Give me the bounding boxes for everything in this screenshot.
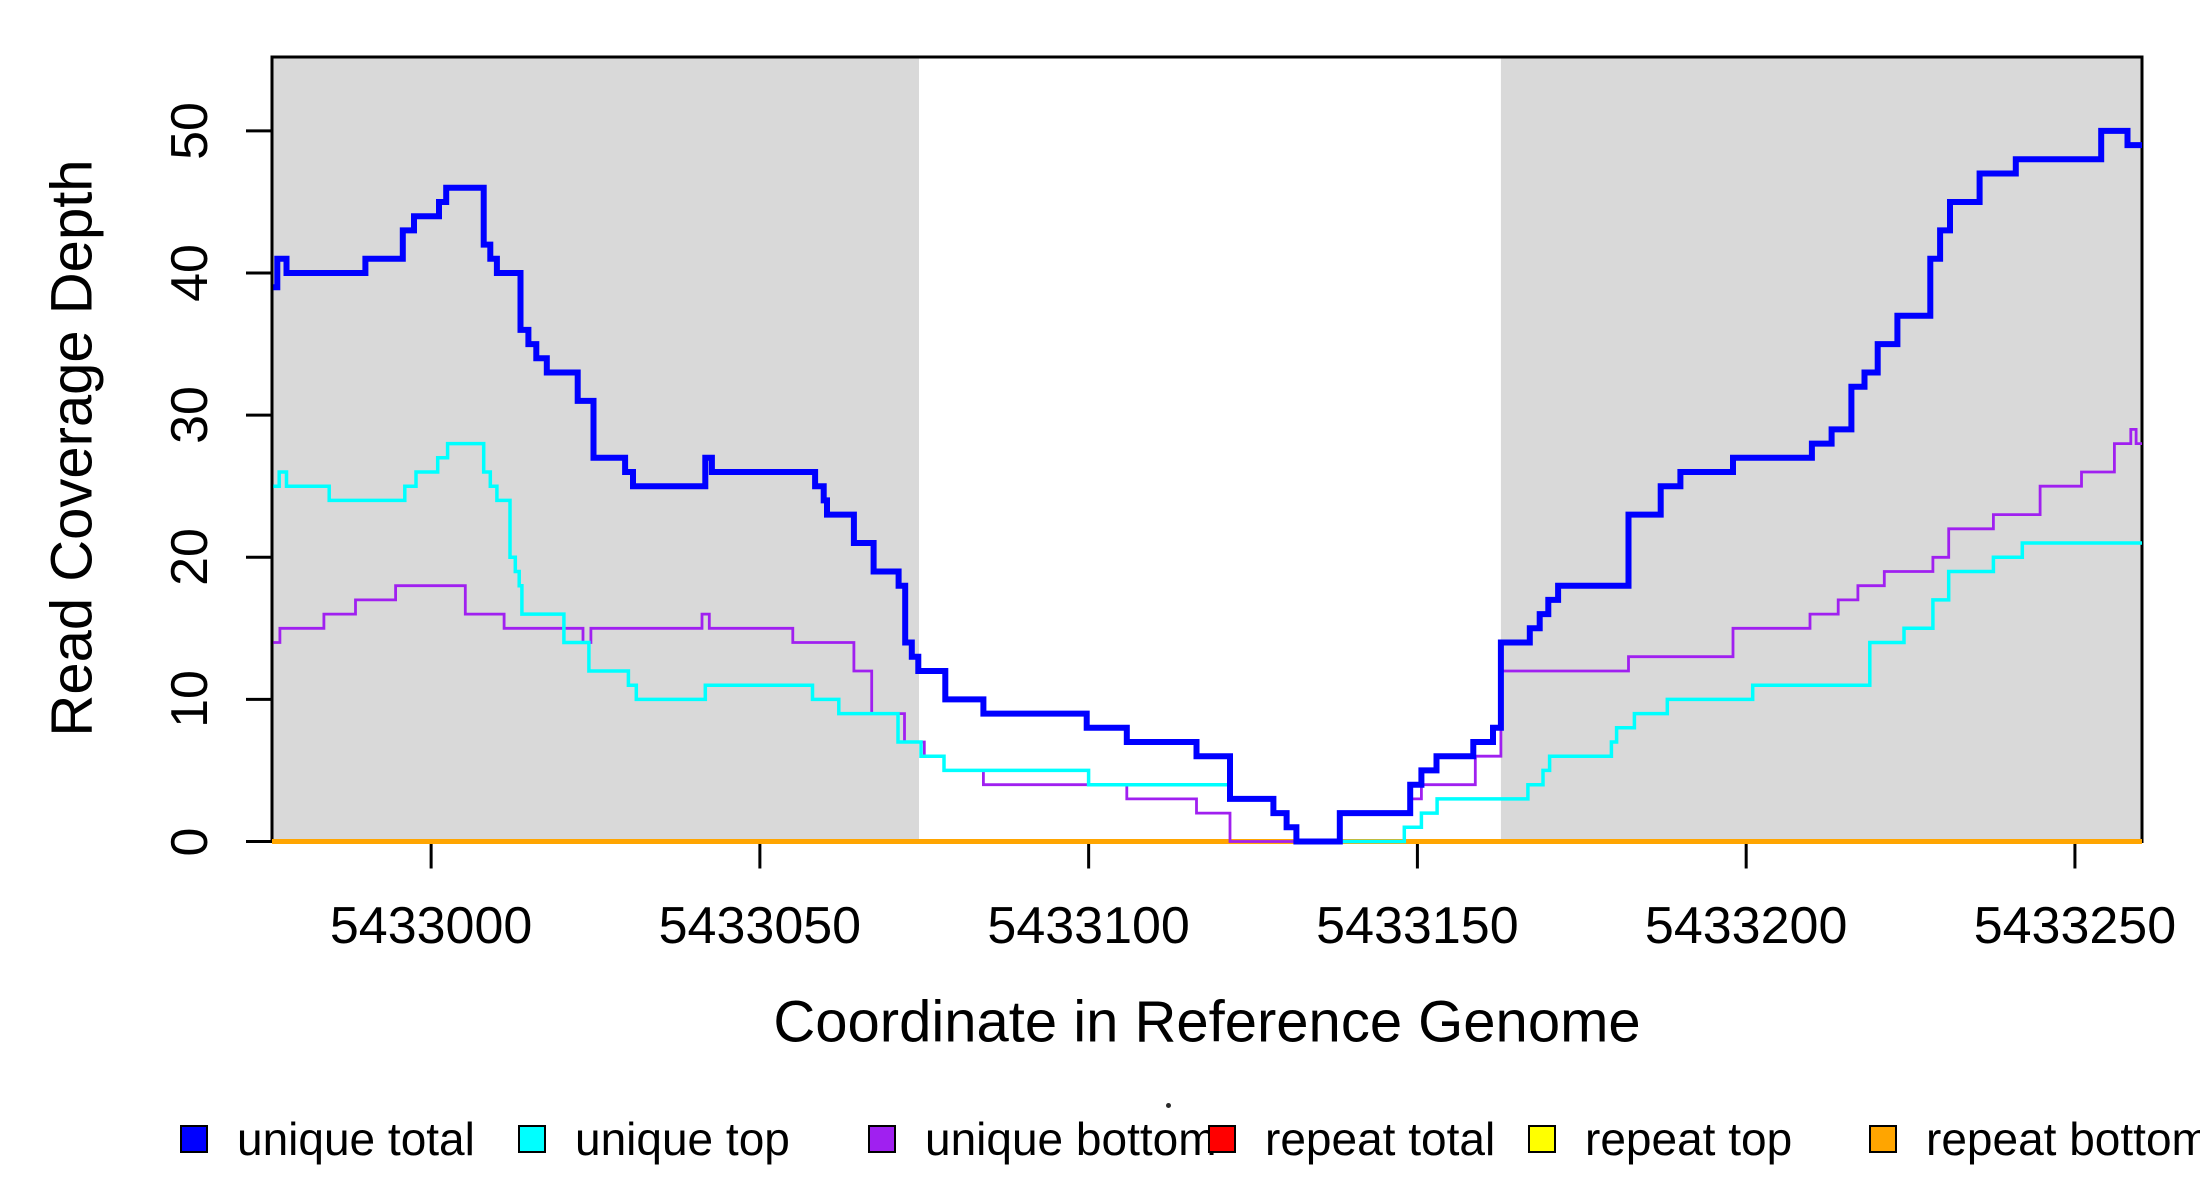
stray-dot-artifact (1166, 1103, 1171, 1108)
legend-label: unique top (575, 1113, 790, 1165)
legend-label: repeat bottom (1926, 1113, 2200, 1165)
legend-swatch-icon (180, 1125, 208, 1153)
x-axis-title: Coordinate in Reference Genome (773, 989, 1641, 1055)
y-tick-label: 0 (161, 827, 219, 856)
legend-swatch-icon (518, 1125, 546, 1153)
y-tick-label: 10 (161, 670, 219, 729)
legend-label: repeat total (1265, 1113, 1496, 1165)
legend-swatch-icon (1528, 1125, 1556, 1153)
series-unique-total (273, 127, 2142, 845)
y-tick-label: 20 (161, 528, 219, 587)
x-tick-label: 5433050 (658, 897, 862, 955)
legend-swatch-icon (868, 1125, 896, 1153)
shaded-band-right-repeat-region (1500, 57, 2142, 842)
x-tick-label: 5433100 (987, 897, 1190, 955)
legend-label: unique bottom (925, 1113, 1217, 1165)
y-tick-label: 50 (161, 101, 219, 160)
x-tick-label: 5433150 (1316, 897, 1519, 955)
legend-swatch-icon (1869, 1125, 1897, 1153)
x-tick-label: 5433250 (1973, 897, 2177, 955)
y-axis-title: Read Coverage Depth (39, 159, 105, 737)
legend-swatch-icon (1208, 1125, 1236, 1153)
legend-label: unique total (237, 1113, 475, 1165)
x-tick-label: 5433000 (329, 897, 533, 955)
y-tick-label: 30 (161, 386, 219, 445)
series-unique-bottom (273, 428, 2142, 843)
legend-label: repeat top (1585, 1113, 1793, 1165)
series-unique-top (273, 441, 2142, 844)
y-tick-label: 40 (161, 244, 219, 302)
x-tick-label: 5433200 (1644, 897, 1848, 955)
